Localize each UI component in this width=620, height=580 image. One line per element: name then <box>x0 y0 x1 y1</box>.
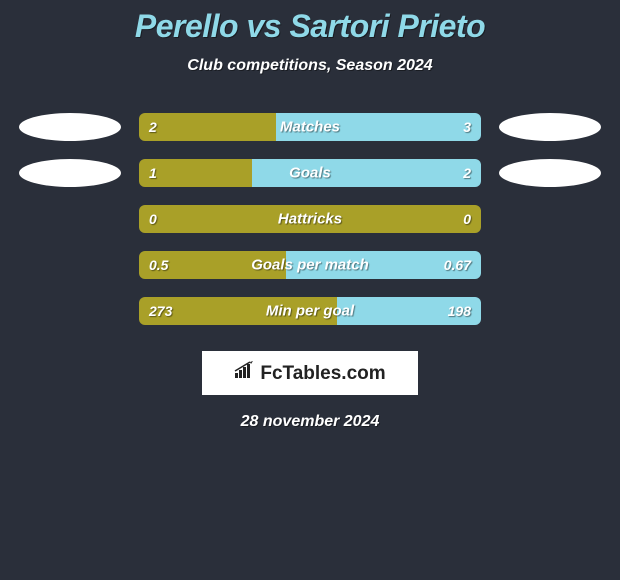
stat-value-right: 198 <box>448 303 471 319</box>
bar-segment-left <box>139 113 276 141</box>
comparison-infographic: Perello vs Sartori Prieto Club competiti… <box>0 0 620 431</box>
stat-row: 2 3 Matches <box>0 113 620 141</box>
stat-row: 0 0 Hattricks <box>0 205 620 233</box>
logo-box: FcTables.com <box>202 351 418 395</box>
page-title: Perello vs Sartori Prieto <box>0 8 620 45</box>
barchart-icon <box>234 361 256 385</box>
bar-segment-right <box>252 159 481 187</box>
stat-row: 1 2 Goals <box>0 159 620 187</box>
team-oval-left <box>19 159 121 187</box>
stat-label: Goals per match <box>251 257 369 274</box>
stat-row: 0.5 0.67 Goals per match <box>0 251 620 279</box>
stat-value-left: 0.5 <box>149 257 168 273</box>
logo: FcTables.com <box>234 361 385 385</box>
team-oval-left <box>19 113 121 141</box>
stat-label: Min per goal <box>266 303 354 320</box>
stat-value-right: 2 <box>463 165 471 181</box>
team-oval-right <box>499 159 601 187</box>
stat-value-left: 273 <box>149 303 172 319</box>
stat-label: Goals <box>289 165 331 182</box>
stat-bar: 2 3 Matches <box>139 113 481 141</box>
team-oval-right <box>499 113 601 141</box>
stat-rows: 2 3 Matches 1 2 Goals 0 0 Hattricks 0.5 0.67 Goals … <box>0 113 620 325</box>
stat-value-right: 0.67 <box>444 257 471 273</box>
subtitle: Club competitions, Season 2024 <box>0 57 620 75</box>
logo-text: FcTables.com <box>260 363 385 385</box>
stat-bar: 1 2 Goals <box>139 159 481 187</box>
stat-value-right: 0 <box>463 211 471 227</box>
stat-row: 273 198 Min per goal <box>0 297 620 325</box>
stat-bar: 273 198 Min per goal <box>139 297 481 325</box>
stat-value-right: 3 <box>463 119 471 135</box>
stat-bar: 0.5 0.67 Goals per match <box>139 251 481 279</box>
stat-value-left: 1 <box>149 165 157 181</box>
stat-value-left: 2 <box>149 119 157 135</box>
stat-value-left: 0 <box>149 211 157 227</box>
stat-bar: 0 0 Hattricks <box>139 205 481 233</box>
stat-label: Hattricks <box>278 211 342 228</box>
date-text: 28 november 2024 <box>0 413 620 431</box>
stat-label: Matches <box>280 119 340 136</box>
